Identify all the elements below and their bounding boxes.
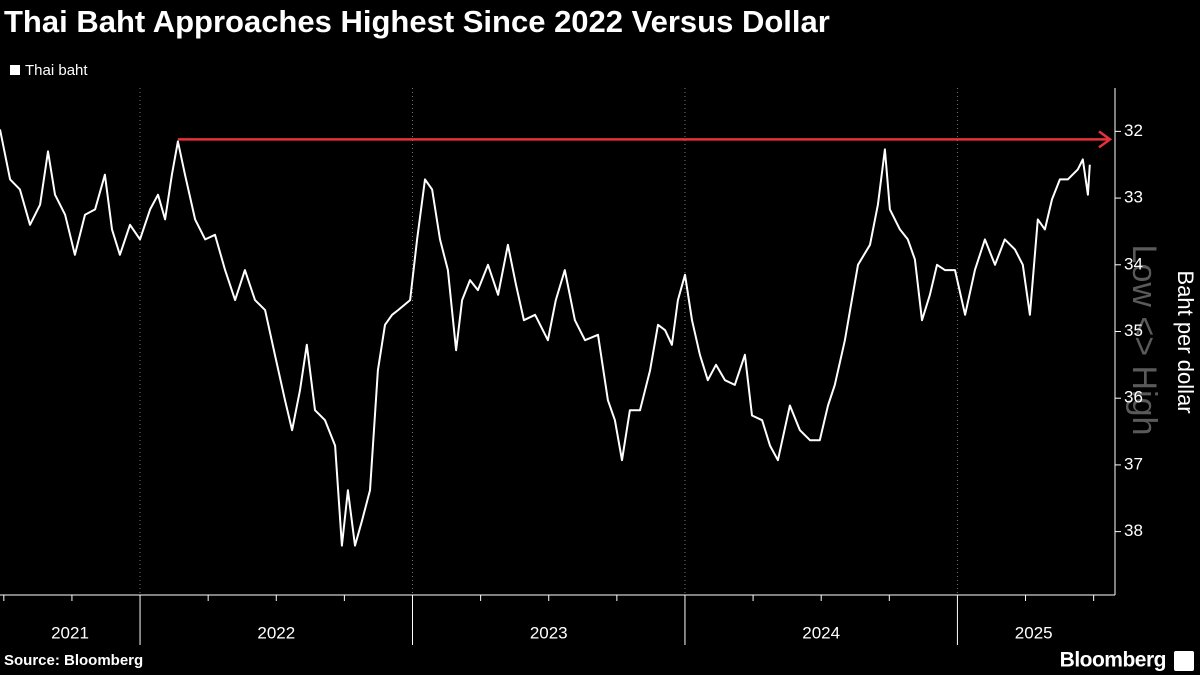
line bbox=[0, 129, 1091, 547]
x-tick-label: 2022 bbox=[257, 623, 295, 642]
logo-icon bbox=[1174, 651, 1194, 671]
y-axis-label: Baht per dollar bbox=[1173, 270, 1198, 413]
legend-swatch bbox=[10, 65, 20, 75]
x-tick-label: 2025 bbox=[1015, 623, 1053, 642]
x-tick-label: 2024 bbox=[802, 623, 840, 642]
y-tick-label: 32 bbox=[1124, 121, 1143, 140]
y-tick-label: 38 bbox=[1124, 521, 1143, 540]
y-tick-label: 34 bbox=[1124, 254, 1143, 273]
logo: Bloomberg bbox=[1060, 649, 1166, 672]
source: Source: Bloomberg bbox=[4, 652, 143, 669]
legend-label: Thai baht bbox=[25, 62, 88, 79]
reference-arrowhead bbox=[1098, 130, 1113, 149]
chart-title: Thai Baht Approaches Highest Since 2022 … bbox=[4, 4, 830, 39]
y-tick-label: 36 bbox=[1124, 388, 1143, 407]
y-tick-label: 33 bbox=[1124, 188, 1143, 207]
x-tick-label: 2023 bbox=[530, 623, 568, 642]
x-tick-label: 2021 bbox=[51, 623, 89, 642]
y-tick-label: 35 bbox=[1124, 321, 1143, 340]
annotation: Low <> High bbox=[1125, 245, 1163, 436]
y-tick-label: 37 bbox=[1124, 454, 1143, 473]
